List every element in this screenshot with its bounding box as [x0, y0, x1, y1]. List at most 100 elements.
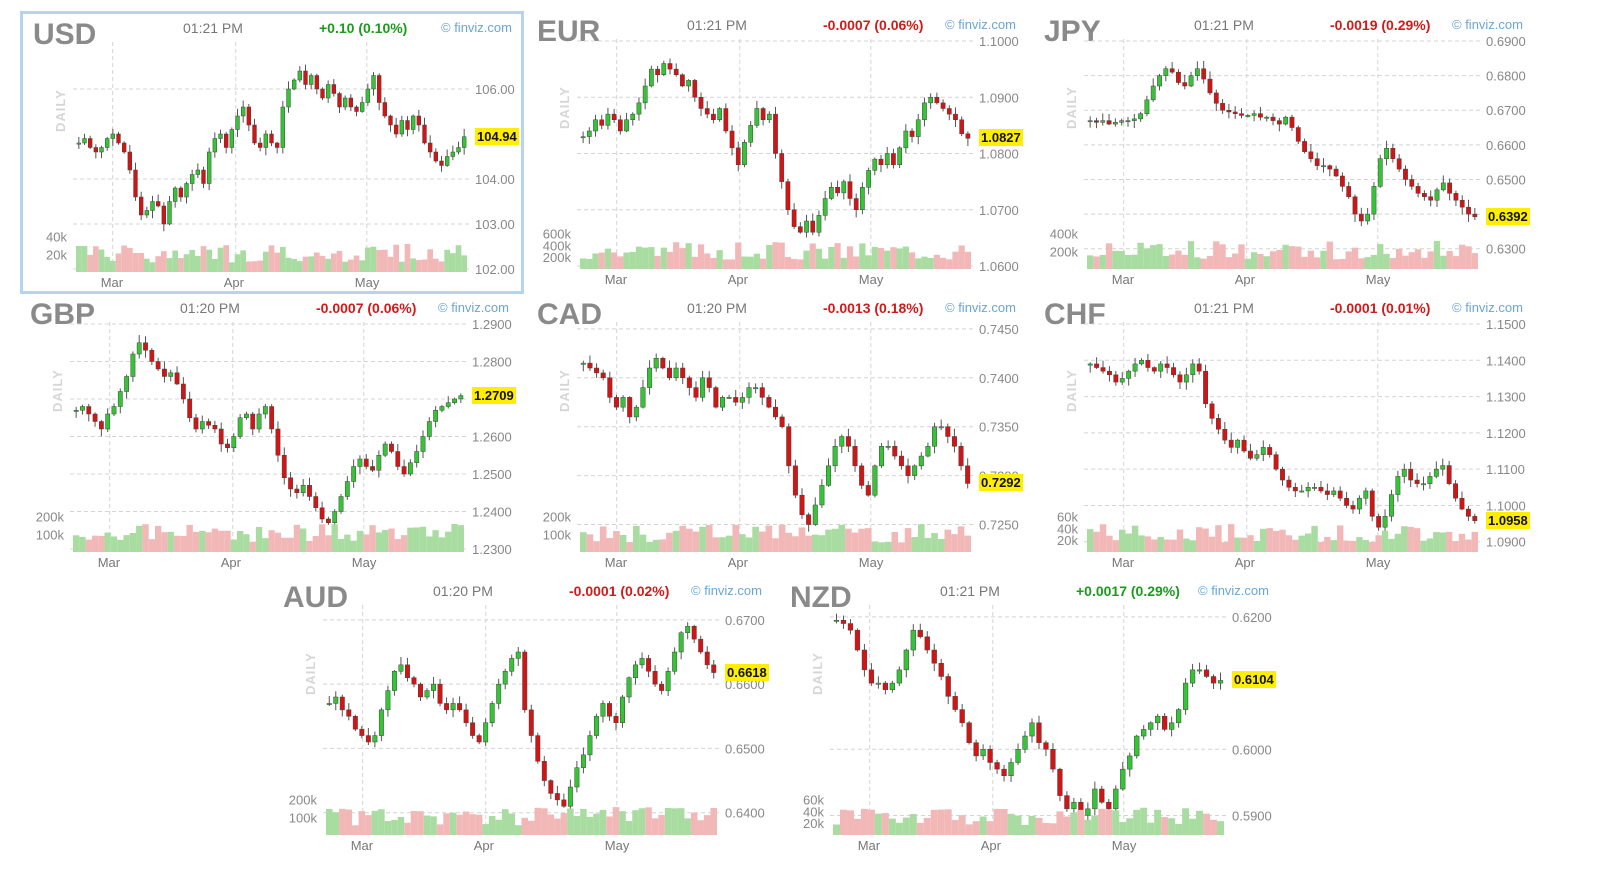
currency-panel-nzd[interactable]: NZD 01:21 PM +0.0017 (0.29%) © finviz.co…	[780, 577, 1284, 860]
candle	[685, 622, 691, 640]
volume-bar	[302, 256, 309, 272]
volume-bar	[567, 808, 574, 835]
volume-bar	[370, 246, 377, 272]
volume-bar	[1131, 254, 1138, 269]
volume-bar	[1401, 526, 1408, 552]
candle	[286, 81, 291, 113]
volume-bar	[853, 256, 860, 269]
volume-bar	[1269, 251, 1277, 269]
candle	[1466, 199, 1471, 222]
candle	[391, 670, 397, 696]
candle	[1363, 487, 1369, 505]
finviz-credit-link[interactable]: © finviz.com	[691, 583, 762, 598]
candle	[1125, 116, 1131, 127]
finviz-credit-link[interactable]: © finviz.com	[438, 300, 509, 315]
candle	[1196, 662, 1203, 674]
candle-body	[399, 120, 405, 135]
candle-body	[779, 153, 785, 182]
candle-body	[1209, 403, 1215, 419]
candle-body	[252, 124, 257, 144]
candle	[98, 419, 104, 437]
candle-body	[288, 477, 293, 490]
candle-body	[1008, 762, 1014, 777]
candle-body	[652, 671, 658, 685]
finviz-credit-link[interactable]: © finviz.com	[1198, 583, 1269, 598]
candle	[680, 73, 685, 88]
candle	[1331, 487, 1337, 498]
volume-bar	[902, 246, 909, 269]
currency-panel-chf[interactable]: CHF 01:21 PM -0.0001 (0.01%) © finviz.co…	[1034, 294, 1538, 577]
candle-body	[155, 201, 161, 207]
volume-bar	[673, 242, 680, 269]
candle-body	[839, 436, 845, 447]
volume-bar	[1195, 527, 1203, 552]
candle	[706, 371, 712, 393]
currency-panel-usd[interactable]: USD 01:21 PM +0.10 (0.10%) © finviz.com …	[20, 11, 524, 294]
volume-bar	[397, 816, 405, 835]
candle-body	[130, 353, 136, 377]
currency-panel-aud[interactable]: AUD 01:20 PM -0.0001 (0.02%) © finviz.co…	[273, 577, 777, 860]
candlestick-chart: 0.69000.68000.67000.66000.65000.64000.63…	[1050, 34, 1526, 287]
candle	[773, 106, 778, 159]
candle	[450, 145, 456, 161]
volume-bar	[1465, 246, 1472, 269]
candle	[1157, 73, 1162, 91]
volume-bar	[1219, 244, 1226, 269]
volume-bar	[1356, 537, 1363, 552]
candle-body	[879, 446, 885, 467]
candle	[444, 697, 450, 714]
finviz-credit-link[interactable]: © finviz.com	[945, 17, 1016, 32]
currency-panel-gbp[interactable]: GBP 01:20 PM -0.0007 (0.06%) © finviz.co…	[20, 294, 524, 577]
candle	[746, 382, 752, 404]
volume-bar	[1112, 540, 1120, 552]
candle-body	[875, 682, 882, 685]
y-tick-label: 1.1300	[1486, 390, 1526, 405]
candle	[1312, 483, 1317, 491]
volume-bar	[1445, 531, 1453, 552]
finviz-credit-link[interactable]: © finviz.com	[1452, 300, 1523, 315]
finviz-credit-link[interactable]: © finviz.com	[441, 20, 512, 35]
volume-bar	[728, 259, 736, 269]
candle	[1369, 488, 1375, 522]
candle	[753, 383, 759, 394]
candle	[791, 203, 797, 230]
finviz-credit-link[interactable]: © finviz.com	[1452, 17, 1523, 32]
volume-bar	[1288, 246, 1296, 269]
volume-bar	[206, 249, 212, 272]
volume-bar	[404, 822, 411, 835]
y-tick-label: 1.1500	[1486, 317, 1526, 332]
candle-body	[281, 455, 287, 478]
volume-bar	[375, 532, 383, 552]
candle	[1318, 481, 1324, 494]
candle	[393, 117, 399, 138]
currency-panel-cad[interactable]: CAD 01:20 PM -0.0013 (0.18%) © finviz.co…	[527, 294, 1031, 577]
candle	[885, 440, 891, 451]
candle	[678, 631, 684, 660]
candle-body	[1196, 363, 1202, 372]
volume-bar	[1369, 542, 1376, 552]
finviz-credit-link[interactable]: © finviz.com	[945, 300, 1016, 315]
candle	[804, 214, 809, 238]
candle-body	[897, 147, 902, 165]
volume-bar	[1175, 824, 1183, 835]
volume-bar	[1433, 240, 1441, 269]
candle-body	[965, 133, 971, 139]
candle	[766, 111, 772, 124]
volume-bar	[930, 809, 938, 835]
currency-panel-eur[interactable]: EUR 01:21 PM -0.0007 (0.06%) © finviz.co…	[527, 11, 1031, 294]
candle	[263, 130, 269, 156]
volume-bar	[1349, 540, 1357, 552]
candle	[1113, 370, 1119, 386]
candle-body	[1169, 68, 1175, 73]
candle	[1472, 513, 1478, 524]
candle-body	[934, 97, 940, 104]
candle	[912, 464, 918, 481]
candle-body	[338, 496, 344, 512]
candle-body	[959, 119, 965, 135]
volume-bar	[1420, 540, 1427, 552]
candle	[785, 178, 791, 215]
volume-bar	[251, 261, 258, 272]
currency-panel-jpy[interactable]: JPY 01:21 PM -0.0019 (0.29%) © finviz.co…	[1034, 11, 1538, 294]
candle	[1217, 672, 1224, 690]
